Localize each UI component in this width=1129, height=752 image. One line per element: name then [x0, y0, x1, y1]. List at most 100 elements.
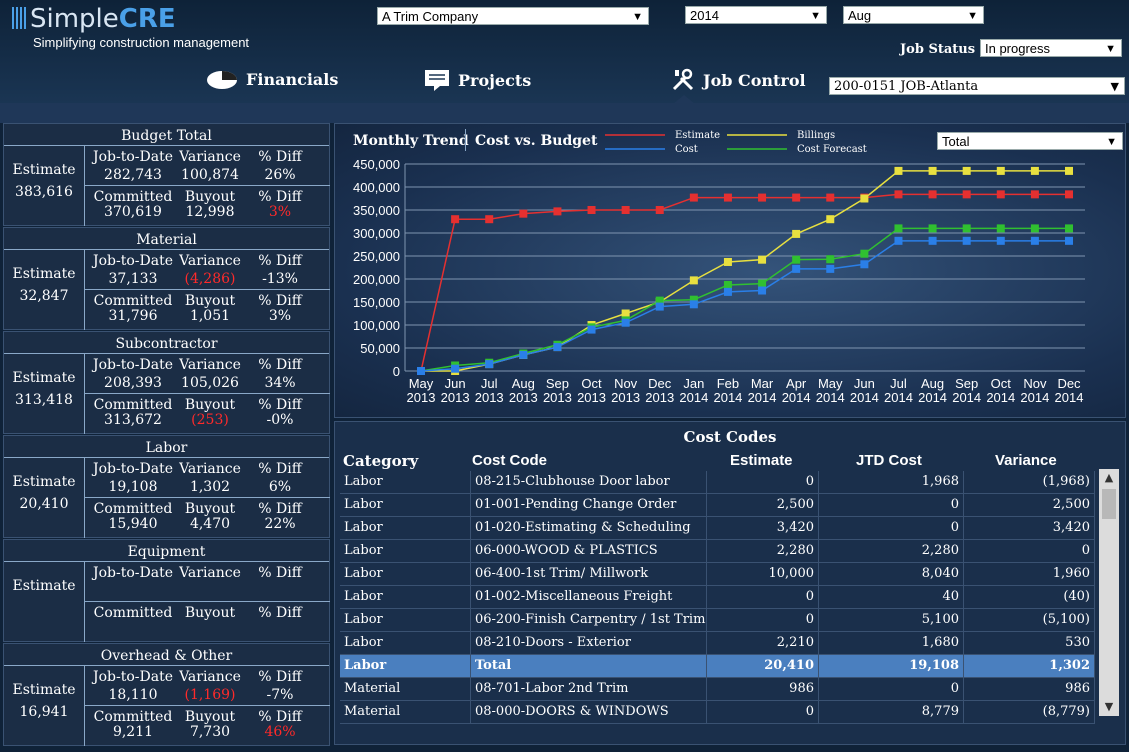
variance-label: Variance	[179, 357, 241, 373]
table-row[interactable]: Labor 06-000-WOOD & PLASTICS 2,280 2,280 0	[340, 540, 1095, 563]
jtd-value: 19,108	[108, 479, 158, 495]
tab-divider	[465, 129, 466, 151]
table-cell: 0	[819, 494, 964, 516]
divider	[84, 393, 330, 394]
estimate-value: 32,847	[19, 288, 69, 304]
x-tick-label: 2013	[407, 390, 436, 405]
data-point	[1065, 190, 1073, 199]
col-estimate[interactable]: Estimate	[730, 452, 793, 469]
table-row[interactable]: Labor 06-400-1st Trim/ Millwork 10,000 8,04…	[340, 563, 1095, 586]
data-point	[723, 257, 732, 266]
table-row[interactable]: Labor 01-002-Miscellaneous Freight 0 40 (40)	[340, 586, 1095, 609]
table-cell: Labor	[340, 517, 471, 539]
nav-job-control[interactable]: Job Control	[671, 68, 806, 92]
company-select[interactable]: A Trim Company ▼	[377, 7, 649, 25]
job-status-select[interactable]: In progress ▼	[980, 39, 1122, 57]
x-tick-label: Jun	[854, 376, 875, 391]
x-tick-label: 2013	[509, 390, 538, 405]
tab-monthly-trend[interactable]: Monthly Trend	[353, 133, 469, 149]
table-row[interactable]: Labor Total 20,410 19,108 1,302	[340, 655, 1095, 678]
table-row[interactable]: Material 08-701-Labor 2nd Trim 986 0 986	[340, 678, 1095, 701]
table-row[interactable]: Labor 01-001-Pending Change Order 2,500 0 2,…	[340, 494, 1095, 517]
data-point	[587, 206, 596, 214]
scroll-thumb[interactable]	[1102, 489, 1116, 519]
job-select[interactable]: 200-0151 JOB-Atlanta ▼	[829, 77, 1125, 95]
data-point	[655, 296, 664, 305]
table-row[interactable]: Labor 01-020-Estimating & Scheduling 3,420…	[340, 517, 1095, 540]
data-point	[621, 206, 630, 214]
data-point	[451, 364, 460, 373]
table-cell: 01-020-Estimating & Scheduling	[471, 517, 707, 539]
tab-cost-vs-budget[interactable]: Cost vs. Budget	[475, 133, 598, 149]
data-point	[792, 264, 801, 273]
nav-projects[interactable]: Projects	[424, 68, 531, 92]
variance-value: (1,169)	[184, 687, 236, 703]
estimate-value: 383,616	[15, 184, 73, 200]
divider	[4, 249, 329, 250]
chevron-up-icon[interactable]: ▲	[1104, 471, 1114, 484]
series-filter-select[interactable]: Total ▼	[937, 132, 1123, 150]
table-cell: 0	[819, 517, 964, 539]
x-tick-label: Nov	[614, 376, 638, 391]
table-row[interactable]: Labor 06-200-Finish Carpentry / 1st Trim 0…	[340, 609, 1095, 632]
data-point	[860, 249, 869, 258]
series-line	[421, 170, 1069, 372]
year-select[interactable]: 2014 ▼	[685, 6, 827, 24]
budget-section: Labor Estimate 20,410 Job-to-Date 19,108 Vari…	[3, 435, 330, 538]
jtd-label: Job-to-Date	[92, 253, 173, 269]
month-select[interactable]: Aug ▼	[843, 6, 984, 24]
table-cell: Labor	[340, 632, 471, 654]
diff-label: % Diff	[258, 669, 302, 685]
diff-label: % Diff	[258, 461, 302, 477]
variance-value: 100,874	[181, 167, 239, 183]
table-cell: 1,302	[964, 655, 1095, 677]
col-category[interactable]: Category	[343, 452, 419, 470]
table-cell: Labor	[340, 540, 471, 562]
data-point	[792, 229, 801, 238]
table-cell: (40)	[964, 586, 1095, 608]
diff-value: 6%	[268, 479, 292, 495]
chevron-down-icon[interactable]: ▼	[1104, 700, 1114, 713]
table-cell: 10,000	[707, 563, 819, 585]
table-row[interactable]: Material 08-000-DOORS & WINDOWS 0 8,779 (8,7…	[340, 701, 1095, 724]
table-cell: 20,410	[707, 655, 819, 677]
data-point	[758, 255, 767, 264]
table-cell: (1,968)	[964, 471, 1095, 493]
table-cell: 0	[707, 471, 819, 493]
buyout-label: Buyout	[184, 189, 236, 205]
x-tick-label: Aug	[512, 376, 535, 391]
data-point	[1065, 166, 1073, 175]
x-tick-label: Mar	[751, 376, 774, 391]
data-point	[928, 236, 937, 245]
table-cell: 08-215-Clubhouse Door labor	[471, 471, 707, 493]
data-point	[894, 236, 903, 245]
y-tick-label: 400,000	[353, 180, 400, 195]
data-point	[962, 166, 971, 175]
table-row[interactable]: Labor 08-215-Clubhouse Door labor 0 1,968 (1…	[340, 471, 1095, 494]
series-line	[420, 227, 1069, 372]
table-cell: 1,960	[964, 563, 1095, 585]
committed-value: 15,940	[108, 516, 158, 532]
series-line	[420, 240, 1069, 372]
table-scrollbar[interactable]: ▲ ▼	[1099, 469, 1119, 716]
data-point	[1065, 224, 1073, 233]
variance-label: Variance	[179, 253, 241, 269]
col-jtd-cost[interactable]: JTD Cost	[856, 452, 922, 469]
data-point	[996, 224, 1005, 233]
data-point	[723, 280, 732, 289]
diff-label: % Diff	[258, 253, 302, 269]
diff2-value: 22%	[264, 516, 296, 532]
tagline: Simplifying construction management	[33, 35, 250, 50]
table-cell: 2,280	[819, 540, 964, 562]
col-variance[interactable]: Variance	[995, 452, 1057, 469]
table-row[interactable]: Labor 08-210-Doors - Exterior 2,210 1,680 53…	[340, 632, 1095, 655]
data-point	[894, 224, 903, 233]
section-title: Overhead & Other	[100, 648, 233, 664]
table-cell: 986	[964, 678, 1095, 700]
estimate-block: Estimate	[4, 562, 85, 642]
col-cost-code[interactable]: Cost Code	[472, 452, 547, 469]
section-title: Subcontractor	[115, 336, 218, 352]
table-cell: 8,040	[819, 563, 964, 585]
nav-financials[interactable]: Financials	[206, 68, 338, 90]
table-cell: 0	[707, 609, 819, 631]
